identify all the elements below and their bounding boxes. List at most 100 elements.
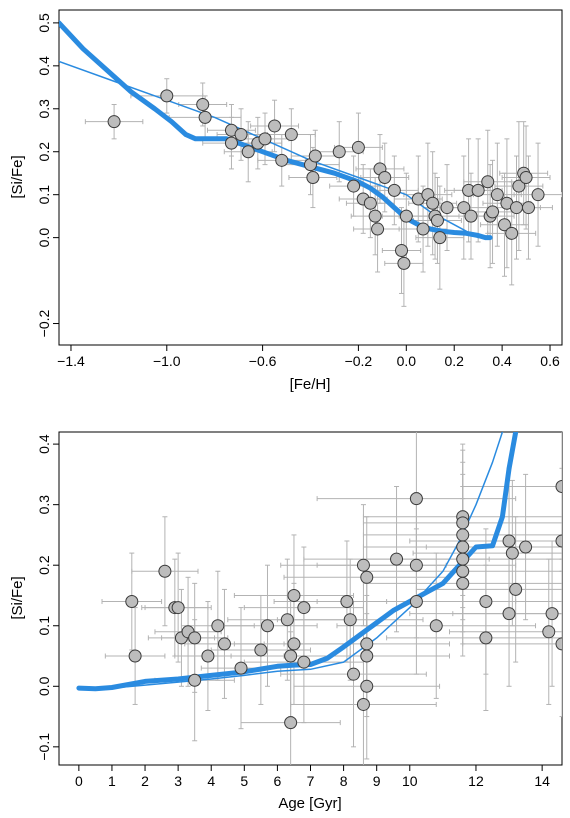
data-point <box>160 89 174 103</box>
x-tick-label: 8 <box>340 773 348 789</box>
data-point <box>521 201 535 215</box>
y-tick-label: 0.5 <box>36 13 52 33</box>
data-point <box>456 564 470 578</box>
x-tick-label: −0.6 <box>249 353 277 369</box>
data-point <box>498 218 512 232</box>
y-tick-label: 0.2 <box>36 555 52 575</box>
y-axis-label: [Si/Fe] <box>9 155 26 198</box>
data-point <box>107 115 121 129</box>
x-tick-label: 0.0 <box>397 353 417 369</box>
x-tick-label: 0 <box>75 773 83 789</box>
y-axis: −0.2 0.0 0.1 0.2 0.3 0.4 0.5 <box>36 13 59 337</box>
data-point <box>399 209 413 223</box>
data-point <box>555 637 562 651</box>
data-point <box>457 201 471 215</box>
x-axis-label: [Fe/H] <box>290 376 331 393</box>
y-tick-label: 0.0 <box>36 676 52 696</box>
data-point <box>198 110 212 124</box>
data-point <box>542 625 556 639</box>
data-point <box>234 128 248 142</box>
data-point <box>509 582 523 596</box>
data-point <box>387 183 401 197</box>
data-point <box>409 492 423 506</box>
data-point <box>479 631 493 645</box>
data-point <box>284 716 298 730</box>
x-tick-label: 10 <box>402 773 418 789</box>
data-point <box>456 540 470 554</box>
data-point <box>280 613 294 627</box>
model-curve-thin <box>59 60 479 239</box>
data-point <box>287 588 301 602</box>
data-point <box>416 222 430 236</box>
y-tick-label: −0.1 <box>36 733 52 761</box>
y-tick-label: 0.2 <box>36 142 52 162</box>
y-axis-label: [Si/Fe] <box>9 576 26 619</box>
x-tick-label: −1.4 <box>57 353 85 369</box>
x-axis: 0 1 2 3 4 5 6 7 8 9 10 12 14 <box>75 765 550 789</box>
x-tick-label: 2 <box>141 773 149 789</box>
y-tick-label: 0.4 <box>36 434 52 454</box>
data-point <box>464 209 478 223</box>
data-point <box>351 140 365 154</box>
data-point <box>555 534 562 548</box>
y-tick-label: 0.4 <box>36 56 52 76</box>
x-tick-label: 7 <box>307 773 315 789</box>
data-point <box>481 175 495 189</box>
y-tick-label: −0.2 <box>36 309 52 337</box>
x-tick-label: 9 <box>373 773 381 789</box>
x-tick-label: 0.4 <box>492 353 512 369</box>
data-point <box>502 534 516 548</box>
data-point <box>340 595 354 609</box>
y-tick-label: 0.3 <box>36 495 52 515</box>
data-point <box>440 201 454 215</box>
data-point <box>505 546 519 560</box>
x-tick-label: 0.2 <box>444 353 464 369</box>
data-point <box>275 153 289 167</box>
data-point <box>224 136 238 150</box>
data-point <box>505 226 519 240</box>
x-tick-label: 3 <box>174 773 182 789</box>
data-point <box>171 601 185 615</box>
x-tick-label: 4 <box>207 773 215 789</box>
data-point <box>545 607 559 621</box>
data-point <box>258 132 272 146</box>
data-point <box>456 516 470 530</box>
data-point <box>390 552 404 566</box>
age-panel: 0 1 2 3 4 5 6 7 8 9 10 12 14 −0.10.00.10.20.30.4 Age… <box>9 431 563 812</box>
data-point <box>397 256 411 270</box>
data-point <box>347 179 361 193</box>
data-point <box>287 637 301 651</box>
feh-panel: −1.4 −1.0 −0.6 −0.2 0.0 0.2 0.4 0.6 −0.2 0.0 0.1 0… <box>9 9 563 393</box>
data-point <box>471 183 485 197</box>
data-point <box>395 244 409 258</box>
data-point <box>128 649 142 663</box>
x-tick-label: 5 <box>240 773 248 789</box>
data-point <box>363 196 377 210</box>
data-point <box>284 649 298 663</box>
data-point <box>284 128 298 142</box>
data-point <box>531 188 545 202</box>
data-point <box>217 637 231 651</box>
data-point <box>555 479 562 493</box>
data-point <box>306 171 320 184</box>
data-point <box>268 119 282 133</box>
data-point <box>188 673 202 687</box>
data-point <box>343 613 357 627</box>
data-point <box>409 595 423 609</box>
x-axis-label: Age [Gyr] <box>278 795 341 812</box>
data-point <box>260 619 274 633</box>
y-tick-label: 0.0 <box>36 228 52 248</box>
data-point <box>356 558 370 572</box>
y-tick-label: 0.1 <box>36 185 52 205</box>
data-point <box>356 697 370 711</box>
y-tick-label: 0.1 <box>36 616 52 636</box>
data-point <box>371 222 385 236</box>
x-tick-label: −0.2 <box>345 353 373 369</box>
x-tick-label: 0.6 <box>540 353 560 369</box>
data-point <box>125 595 139 609</box>
x-axis: −1.4 −1.0 −0.6 −0.2 0.0 0.2 0.4 0.6 <box>57 345 560 369</box>
data-point <box>188 631 202 645</box>
data-point <box>360 570 374 584</box>
data-point <box>241 145 255 159</box>
data-point <box>426 196 440 210</box>
